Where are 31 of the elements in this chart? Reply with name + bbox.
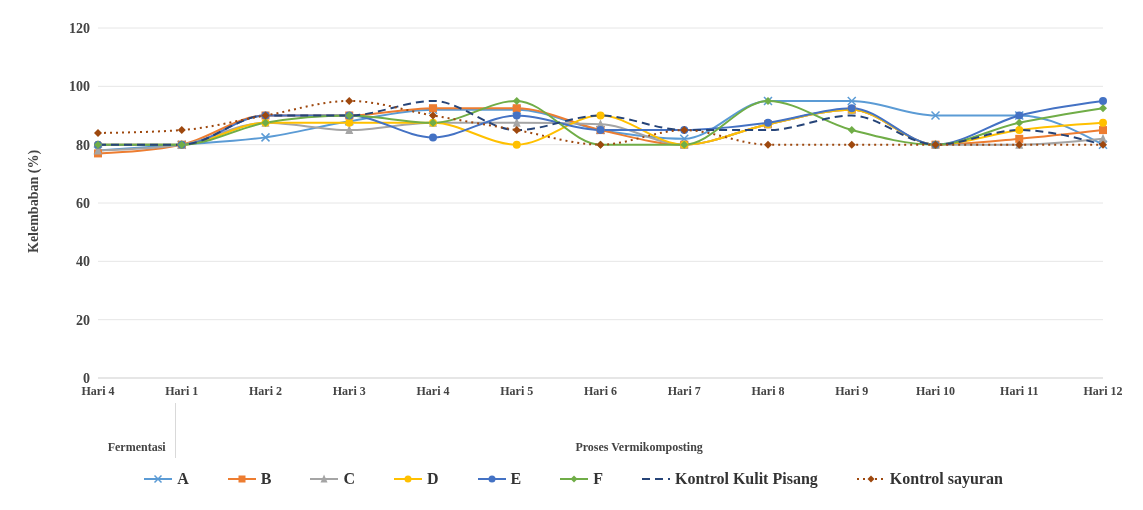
x-tick-label: Hari 3 <box>332 383 366 398</box>
legend-label: C <box>343 470 355 488</box>
legend-label: E <box>510 470 522 488</box>
x-tick-label: Hari 11 <box>1000 383 1039 398</box>
y-tick-label: 60 <box>76 195 90 211</box>
legend-label: D <box>426 470 439 488</box>
y-tick-label: 0 <box>83 370 90 386</box>
x-tick-label: Hari 8 <box>751 383 785 398</box>
y-tick-label: 120 <box>69 20 90 36</box>
y-axis-title: Kelembaban (%) <box>25 149 42 253</box>
text: Proses Vermikomposting <box>574 440 704 455</box>
x-tick-label: Hari 4 <box>81 383 115 398</box>
x-tick-label: Hari 1 <box>165 383 199 398</box>
legend-label: F <box>593 470 603 488</box>
y-tick-label: 40 <box>76 254 90 270</box>
y-tick-label: 80 <box>76 137 90 153</box>
x-tick-label: Hari 12 <box>1083 383 1123 398</box>
y-tick-label: 20 <box>76 312 90 328</box>
x-tick-label: Hari 2 <box>249 383 282 398</box>
y-tick-label: 100 <box>69 79 90 95</box>
text: Fermentasi <box>106 440 167 455</box>
x-tick-label: Hari 4 <box>416 383 450 398</box>
x-tick-label: Hari 10 <box>916 383 955 398</box>
x-tick-label: Hari 5 <box>500 383 534 398</box>
x-tick-label: Hari 9 <box>835 383 869 398</box>
x-tick-label: Hari 7 <box>667 383 701 398</box>
legend-label: Kontrol sayuran <box>889 470 1003 488</box>
legend-label: B <box>260 470 272 488</box>
x-tick-label: Hari 6 <box>584 383 617 398</box>
legend-label: A <box>177 470 189 488</box>
legend-label: Kontrol Kulit Pisang <box>674 470 818 488</box>
